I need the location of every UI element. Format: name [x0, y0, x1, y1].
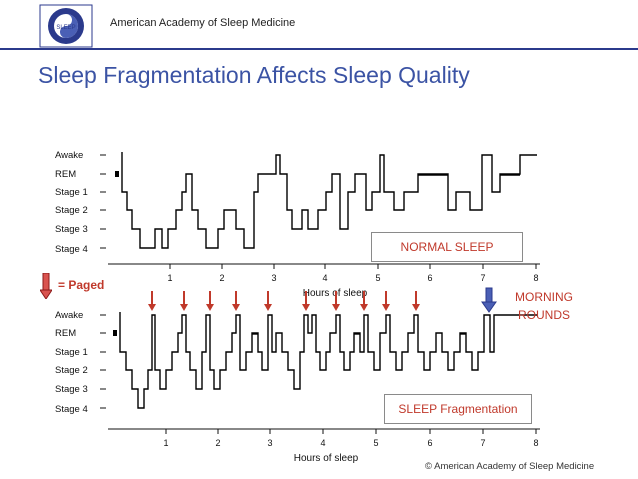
- paged-arrows: [148, 291, 420, 311]
- tick-label: 5: [373, 438, 378, 448]
- stage-label: Stage 4: [55, 244, 88, 255]
- hypnogram-normal-line: [121, 152, 537, 249]
- stage-label: Stage 3: [55, 384, 88, 395]
- paged-arrow: [206, 291, 214, 311]
- paged-arrow: [232, 291, 240, 311]
- tick-label: 6: [427, 273, 432, 283]
- tick-label: 3: [271, 273, 276, 283]
- hypnogram-fragmented-line: [119, 312, 537, 409]
- svg-text:SLEEP: SLEEP: [56, 25, 75, 31]
- paged-arrow: [382, 291, 390, 311]
- paged-arrow: [412, 291, 420, 311]
- paged-arrow: [332, 291, 340, 311]
- footer-copyright: © American Academy of Sleep Medicine: [425, 461, 595, 472]
- tick-label: 8: [533, 273, 538, 283]
- rem-marker: [113, 330, 117, 336]
- tick-label: 3: [267, 438, 272, 448]
- header-bar: SLEEP American Academy of Sleep Medicine: [0, 0, 638, 52]
- tick-label: 4: [320, 438, 325, 448]
- stage-label: Awake: [55, 150, 83, 161]
- x-axis-label: Hours of sleep: [294, 453, 359, 464]
- aasm-logo: SLEEP: [39, 4, 93, 48]
- stage-label: Stage 1: [55, 187, 88, 198]
- paged-arrow: [148, 291, 156, 311]
- slide-title: Sleep Fragmentation Affects Sleep Qualit…: [38, 62, 470, 88]
- tick-label: 4: [322, 273, 327, 283]
- tick-label: 7: [480, 273, 485, 283]
- header-divider: [0, 48, 638, 50]
- tick-label: 1: [163, 438, 168, 448]
- stage-label: Stage 2: [55, 205, 88, 216]
- paged-arrow: [302, 291, 310, 311]
- organization-name: American Academy of Sleep Medicine: [110, 17, 296, 29]
- tick-label: 8: [533, 438, 538, 448]
- stage-label: Stage 1: [55, 347, 88, 358]
- stage-label: Awake: [55, 310, 83, 321]
- tick-label: 7: [480, 438, 485, 448]
- morning-rounds-line1: MORNING: [515, 290, 573, 304]
- normal-sleep-box: NORMAL SLEEP: [371, 232, 523, 262]
- paged-arrow: [360, 291, 368, 311]
- morning-rounds-label: MORNING ROUNDS: [500, 288, 588, 324]
- tick-label: 1: [167, 273, 172, 283]
- morning-rounds-arrow: [481, 287, 497, 313]
- stage-label: Stage 4: [55, 404, 88, 415]
- tick-label: 6: [427, 438, 432, 448]
- sleep-fragmentation-box: SLEEP Fragmentation: [384, 394, 532, 424]
- tick-label: 2: [215, 438, 220, 448]
- paged-arrow: [180, 291, 188, 311]
- paged-legend-arrow-icon: [40, 273, 52, 299]
- stage-label: REM: [55, 328, 76, 339]
- paged-arrow: [264, 291, 272, 311]
- stage-label: Stage 2: [55, 365, 88, 376]
- stage-label: REM: [55, 169, 76, 180]
- tick-label: 2: [219, 273, 224, 283]
- tick-label: 5: [375, 273, 380, 283]
- paged-legend-label: = Paged: [58, 278, 105, 292]
- morning-rounds-line2: ROUNDS: [517, 308, 570, 322]
- rem-marker: [115, 171, 119, 177]
- stage-label: Stage 3: [55, 224, 88, 235]
